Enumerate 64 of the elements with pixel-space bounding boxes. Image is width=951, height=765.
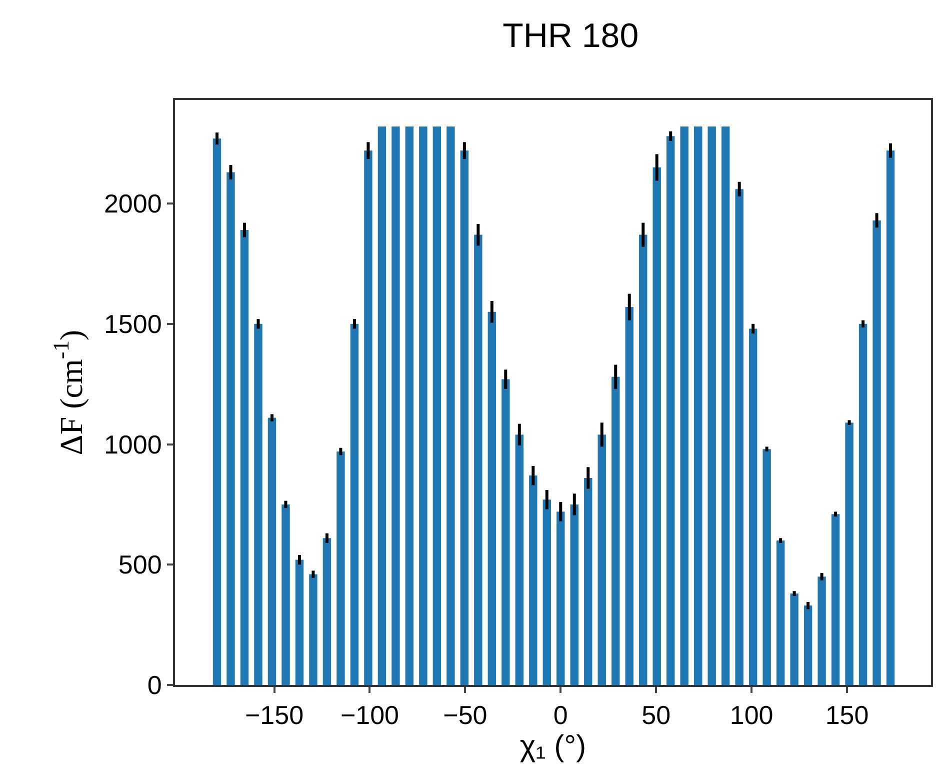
bar [268,418,276,685]
bar [748,328,758,685]
bar [858,324,868,685]
bar [529,476,538,685]
bar [542,500,551,685]
x-tick-label: 50 [642,700,671,730]
bar [309,574,318,685]
bar [598,434,606,685]
bar [708,126,716,685]
bar [625,307,634,685]
x-tick-label: −150 [244,700,304,730]
y-tick-label: 0 [147,670,162,700]
bar [432,126,442,685]
y-tick-label: 1000 [104,429,162,460]
y-tick-label: 1500 [104,308,162,339]
bar [502,379,510,685]
bar [515,434,524,685]
bar [446,126,455,685]
bar [254,324,262,685]
bar [556,512,565,685]
bar [336,451,345,685]
bar [405,126,414,685]
x-tick-label: 0 [553,700,568,730]
bar [776,540,785,685]
y-tick-label: 2000 [104,188,162,219]
bar [845,422,854,685]
bar [680,126,688,685]
bar [378,126,386,685]
bar [612,376,620,685]
bar [872,220,881,685]
bar [762,449,771,685]
bar [721,126,730,685]
bar [652,167,661,685]
bar [364,150,372,685]
bar [639,234,648,685]
bar [790,594,798,685]
bar [419,126,428,685]
bar [350,324,359,685]
x-axis-title: χ₁ (°) [520,730,586,764]
bar [804,606,812,685]
bar [584,478,592,685]
bar [282,504,290,685]
x-tick-label: 100 [730,700,774,730]
x-tick-label: −50 [443,700,488,730]
bar [460,150,469,685]
bar [735,189,744,685]
bar [392,126,400,685]
bar [474,234,482,685]
bar [488,312,496,685]
x-tick-label: −100 [340,700,400,730]
bar [818,576,826,685]
y-tick-label: 500 [118,550,162,580]
bar [570,504,578,685]
bar [212,138,222,685]
chart-title: THR 180 [502,16,639,55]
bar [226,172,235,685]
x-tick-label: 150 [825,700,869,730]
bar [886,150,895,685]
bar [666,136,675,685]
bar [240,230,249,685]
bar [322,538,332,685]
bar [694,126,702,685]
bar [295,560,304,685]
bar [831,514,840,685]
